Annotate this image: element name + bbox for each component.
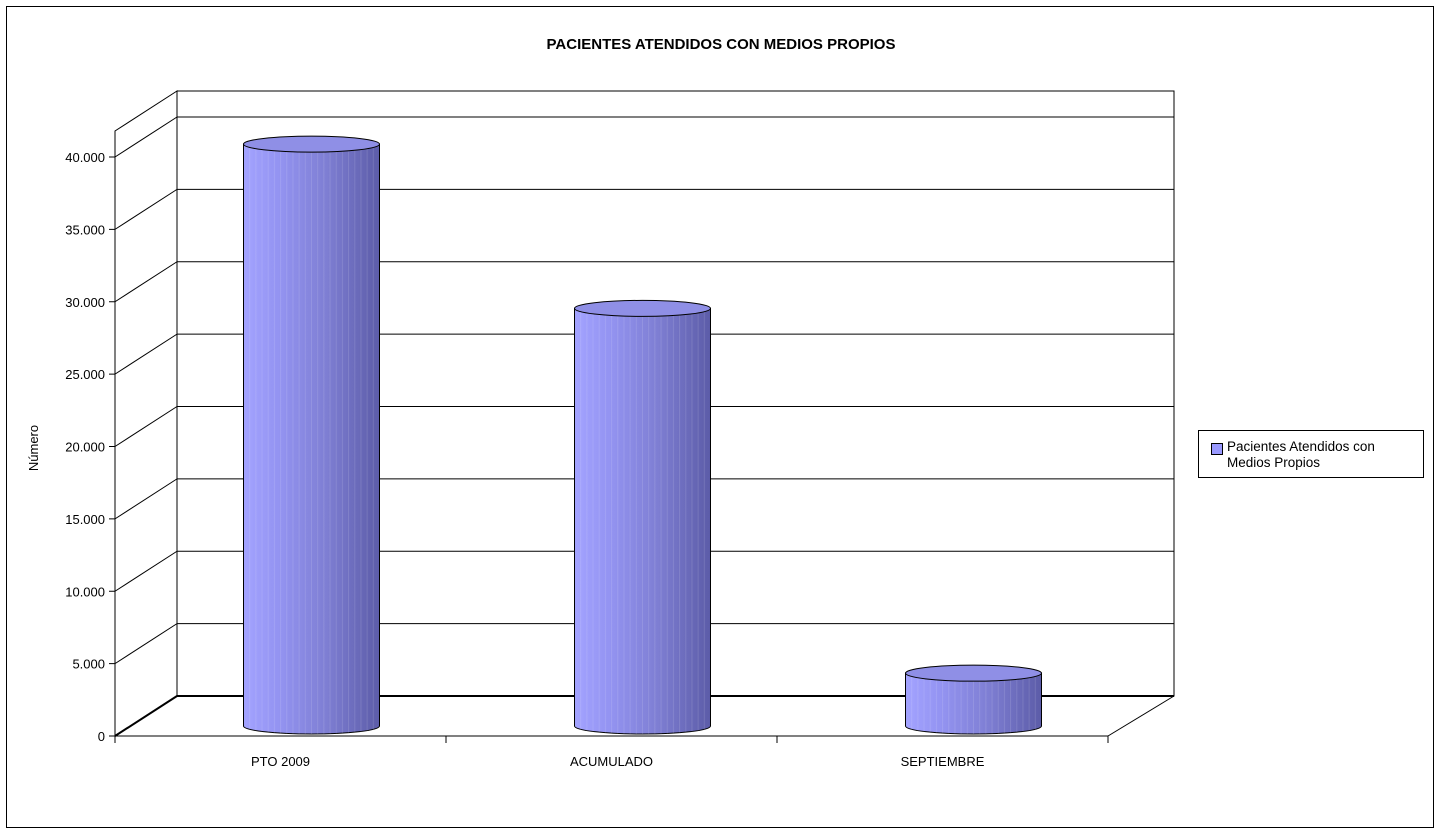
gridline-depth (114, 406, 178, 447)
right-floor-edge (1107, 695, 1175, 737)
gridline-depth (114, 188, 178, 230)
bar (574, 299, 711, 735)
bar-top (905, 664, 1042, 682)
x-tick-label: PTO 2009 (251, 754, 310, 769)
legend: Pacientes Atendidos con Medios Propios (1198, 430, 1424, 478)
y-tick-label: 15.000 (65, 512, 105, 527)
bar-body (905, 672, 1042, 735)
y-axis-label: Número (26, 425, 41, 471)
side-wall (114, 90, 178, 737)
y-tick-label: 5.000 (72, 657, 105, 672)
x-tick-label: SEPTIEMBRE (901, 754, 985, 769)
gridline-depth (114, 261, 178, 303)
gridline-depth (114, 333, 178, 375)
y-tick-label: 35.000 (65, 222, 105, 237)
gridline-depth (114, 478, 178, 520)
bar-body (574, 307, 711, 735)
y-tick-label: 10.000 (65, 584, 105, 599)
legend-swatch (1211, 443, 1223, 455)
y-tick-label: 40.000 (65, 150, 105, 165)
y-tick-label: 25.000 (65, 367, 105, 382)
bar-body (243, 143, 380, 735)
bar-top (574, 299, 711, 317)
y-tick-label: 0 (98, 729, 105, 744)
x-tick-label: ACUMULADO (570, 754, 653, 769)
bar (905, 664, 1042, 735)
left-floor-edge (114, 695, 178, 737)
chart-title: PACIENTES ATENDIDOS CON MEDIOS PROPIOS (546, 36, 896, 53)
bar (243, 135, 380, 735)
gridline-depth (114, 550, 178, 592)
y-tick-label: 20.000 (65, 440, 105, 455)
bar-top (243, 135, 380, 153)
y-tick-label: 30.000 (65, 295, 105, 310)
legend-label: Pacientes Atendidos con Medios Propios (1227, 439, 1375, 470)
gridline-depth (114, 623, 178, 665)
gridline-depth (114, 116, 178, 158)
